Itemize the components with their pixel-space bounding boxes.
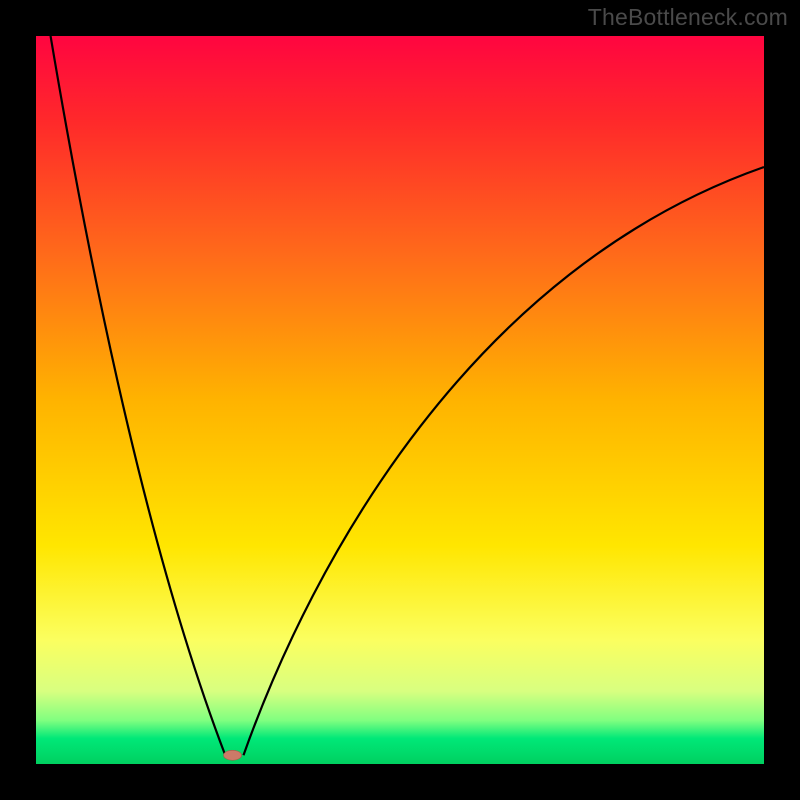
minimum-marker — [224, 750, 242, 760]
bottleneck-chart — [0, 0, 800, 800]
watermark-text: TheBottleneck.com — [588, 4, 788, 31]
chart-stage: TheBottleneck.com — [0, 0, 800, 800]
plot-area — [36, 36, 764, 764]
